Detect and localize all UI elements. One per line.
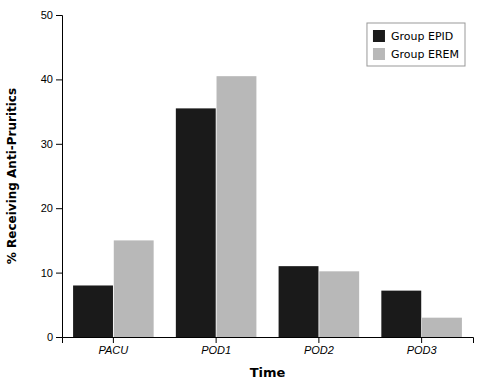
y-tick-mark (56, 273, 62, 274)
x-tick-label: PACU (99, 344, 129, 356)
y-tick-mark (56, 208, 62, 209)
legend-box (367, 23, 465, 66)
bar (73, 285, 113, 337)
legend-swatch (373, 30, 385, 42)
y-axis: 0 10 20 30 40 50 (41, 9, 63, 343)
y-tick-mark (56, 15, 62, 16)
x-tick: PACU (99, 337, 129, 356)
x-tick-label: POD3 (407, 344, 438, 356)
legend-swatch (373, 48, 385, 60)
y-tick: 30 (41, 138, 62, 150)
y-tick: 20 (41, 202, 62, 214)
y-tick: 50 (41, 9, 62, 21)
bar (319, 271, 359, 337)
x-tick-label: POD2 (304, 344, 334, 356)
y-tick-mark (56, 337, 62, 338)
legend-label: Group EPID (391, 30, 453, 43)
x-tick: POD1 (201, 337, 231, 356)
legend-item: Group EREM (373, 48, 459, 61)
chart-container: PACUPOD1POD2POD301020304050Group EPIDGro… (0, 0, 488, 389)
legend-item: Group EPID (373, 30, 453, 43)
y-tick-label: 10 (41, 267, 53, 279)
bar (381, 291, 421, 337)
bar (279, 266, 319, 337)
bar (217, 76, 257, 337)
y-tick-label: 40 (41, 73, 53, 85)
x-axis-line (63, 338, 474, 344)
chart: PACUPOD1POD2POD301020304050Group EPIDGro… (0, 0, 488, 389)
x-tick: POD2 (304, 337, 334, 356)
x-axis-title: Time (250, 365, 286, 380)
y-tick: 40 (41, 73, 62, 85)
x-tick-label: POD1 (201, 344, 231, 356)
bar (422, 318, 462, 337)
plot: PACUPOD1POD2POD301020304050Group EPIDGro… (41, 9, 474, 356)
y-tick: 0 (47, 331, 62, 343)
bar-series (114, 76, 462, 337)
x-tick-mark (318, 337, 319, 343)
y-axis-line (56, 16, 63, 338)
x-tick-mark (421, 337, 422, 343)
y-tick-label: 30 (41, 138, 53, 150)
x-tick: POD3 (407, 337, 438, 356)
bar (114, 240, 154, 337)
bar (176, 108, 216, 337)
x-tick-mark (113, 337, 114, 343)
y-tick-mark (56, 144, 62, 145)
bars (73, 76, 462, 337)
x-axis: PACU POD1 POD2 POD3 (63, 337, 474, 356)
y-tick: 10 (41, 267, 62, 279)
legend: Group EPID Group EREM (367, 23, 465, 66)
y-tick-label: 0 (47, 331, 53, 343)
y-tick-label: 20 (41, 202, 53, 214)
y-tick-mark (56, 79, 62, 80)
legend-label: Group EREM (391, 48, 459, 61)
x-tick-mark (216, 337, 217, 343)
y-tick-label: 50 (41, 9, 53, 21)
y-axis-title: % Receiving Anti-Pruritics (5, 88, 19, 264)
